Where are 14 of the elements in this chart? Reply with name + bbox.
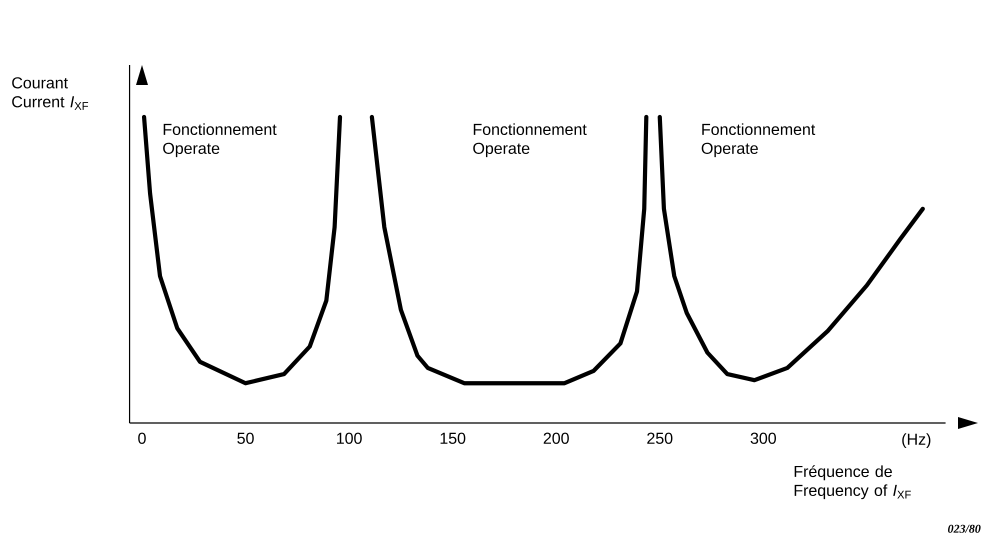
annotation: Fonctionnement Operate [473,123,587,158]
y-axis-title: Courant Current I$_{XF}$ [12,77,88,110]
x-tick-label: 300 [750,432,776,444]
text: 023/80 [948,524,981,533]
x-tick-label: 150 [440,432,466,444]
text: (Hz) [902,433,930,448]
x-tick-label: 0 [138,432,146,444]
x-tick-label: 50 [237,432,254,444]
x-tick-label: 100 [337,432,362,444]
annotation: Fonctionnement Operate [163,123,277,158]
x-tick-label: 250 [647,432,672,444]
x-axis-title: Fréquence de Frequency of I$_{XF}$ [794,465,911,500]
x-tick-label: 200 [544,432,569,444]
annotation: Fonctionnement Operate [702,123,816,158]
